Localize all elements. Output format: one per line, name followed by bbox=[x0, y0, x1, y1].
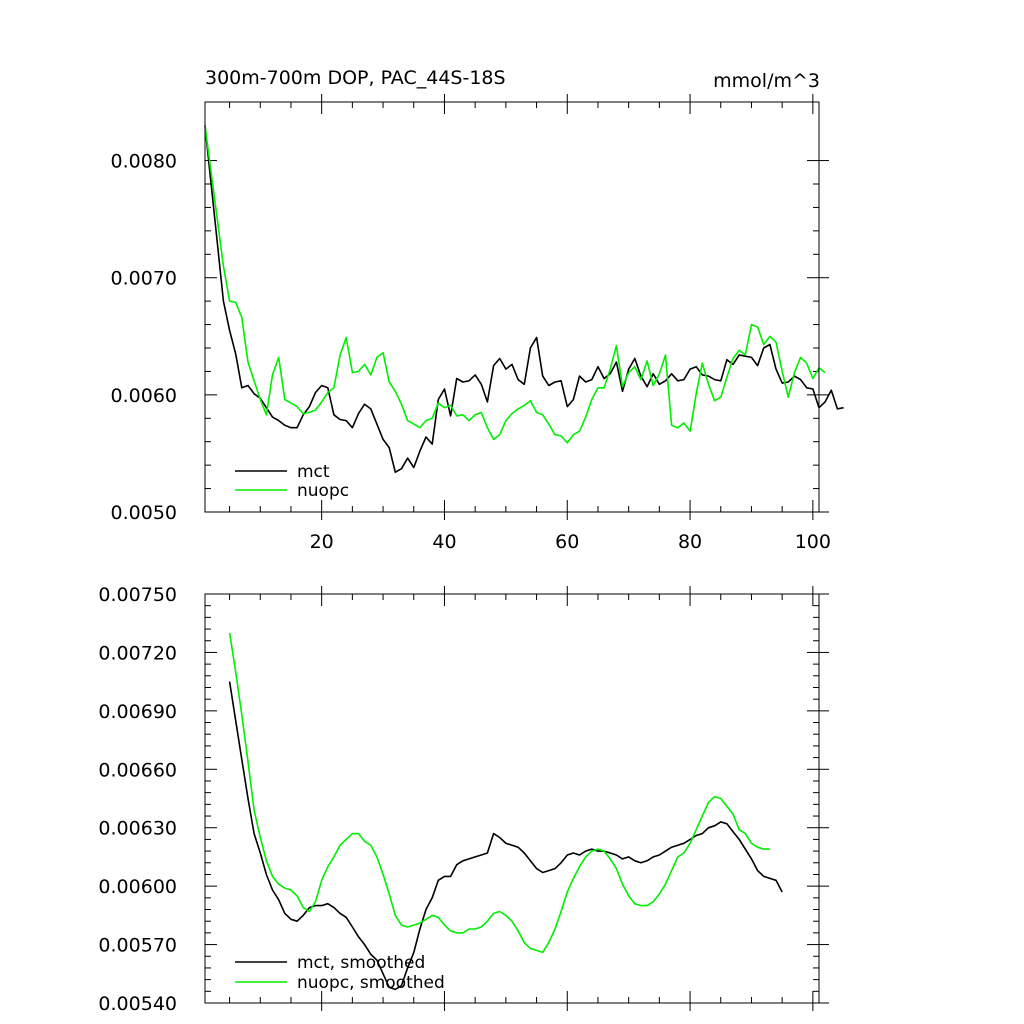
y-tick-label: 0.00720 bbox=[98, 642, 177, 664]
y-tick-label: 0.0080 bbox=[111, 151, 177, 173]
y-tick-label: 0.00750 bbox=[98, 584, 177, 606]
legend-label-mct: mct bbox=[297, 462, 330, 482]
legend-label-nuopc-smoothed: nuopc, smoothed bbox=[297, 973, 445, 993]
top-tick-labels: 20 40 60 80 100 0.0050 0.0060 0.0070 0.0080 bbox=[111, 151, 831, 553]
top-ticks bbox=[205, 94, 829, 520]
bottom-legend: mct, smoothed nuopc, smoothed bbox=[235, 953, 445, 993]
bottom-ticks bbox=[205, 586, 829, 1011]
y-tick-label: 0.00570 bbox=[98, 935, 177, 957]
bottom-series-lines bbox=[228, 632, 783, 991]
x-tick-label: 40 bbox=[432, 531, 456, 553]
series-line-nuopc bbox=[204, 125, 826, 444]
y-tick-label: 0.00690 bbox=[98, 701, 177, 723]
x-tick-label: 20 bbox=[310, 531, 334, 553]
chart-units: mmol/m^3 bbox=[713, 70, 820, 92]
x-tick-label: 60 bbox=[555, 531, 579, 553]
x-tick-label: 100 bbox=[795, 531, 831, 553]
y-tick-label: 0.00630 bbox=[98, 818, 177, 840]
y-tick-label: 0.0050 bbox=[111, 502, 177, 524]
bottom-tick-labels: 0.00540 0.00570 0.00600 0.00630 0.00660 0.006… bbox=[98, 584, 177, 1015]
top-legend: mct nuopc bbox=[235, 462, 349, 501]
series-line-mct bbox=[204, 125, 844, 474]
bottom-plot-frame bbox=[204, 593, 820, 1004]
legend-label-nuopc: nuopc bbox=[297, 481, 349, 501]
series-line-mct-smoothed bbox=[228, 681, 783, 991]
chart-title: 300m-700m DOP, PAC_44S-18S bbox=[205, 67, 506, 89]
bottom-chart: 0.00540 0.00570 0.00600 0.00630 0.00660 0.006… bbox=[98, 584, 829, 1015]
series-line-nuopc-smoothed bbox=[228, 632, 770, 954]
top-series-lines bbox=[204, 125, 844, 474]
legend-label-mct-smoothed: mct, smoothed bbox=[297, 953, 425, 973]
y-tick-label: 0.00600 bbox=[98, 876, 177, 898]
y-tick-label: 0.00540 bbox=[98, 993, 177, 1015]
y-tick-label: 0.00660 bbox=[98, 759, 177, 781]
y-tick-label: 0.0060 bbox=[111, 385, 177, 407]
top-plot-frame bbox=[204, 101, 820, 513]
top-chart: 300m-700m DOP, PAC_44S-18S mmol/m^3 20 40… bbox=[111, 67, 844, 553]
x-tick-label: 80 bbox=[678, 531, 702, 553]
y-tick-label: 0.0070 bbox=[111, 268, 177, 290]
